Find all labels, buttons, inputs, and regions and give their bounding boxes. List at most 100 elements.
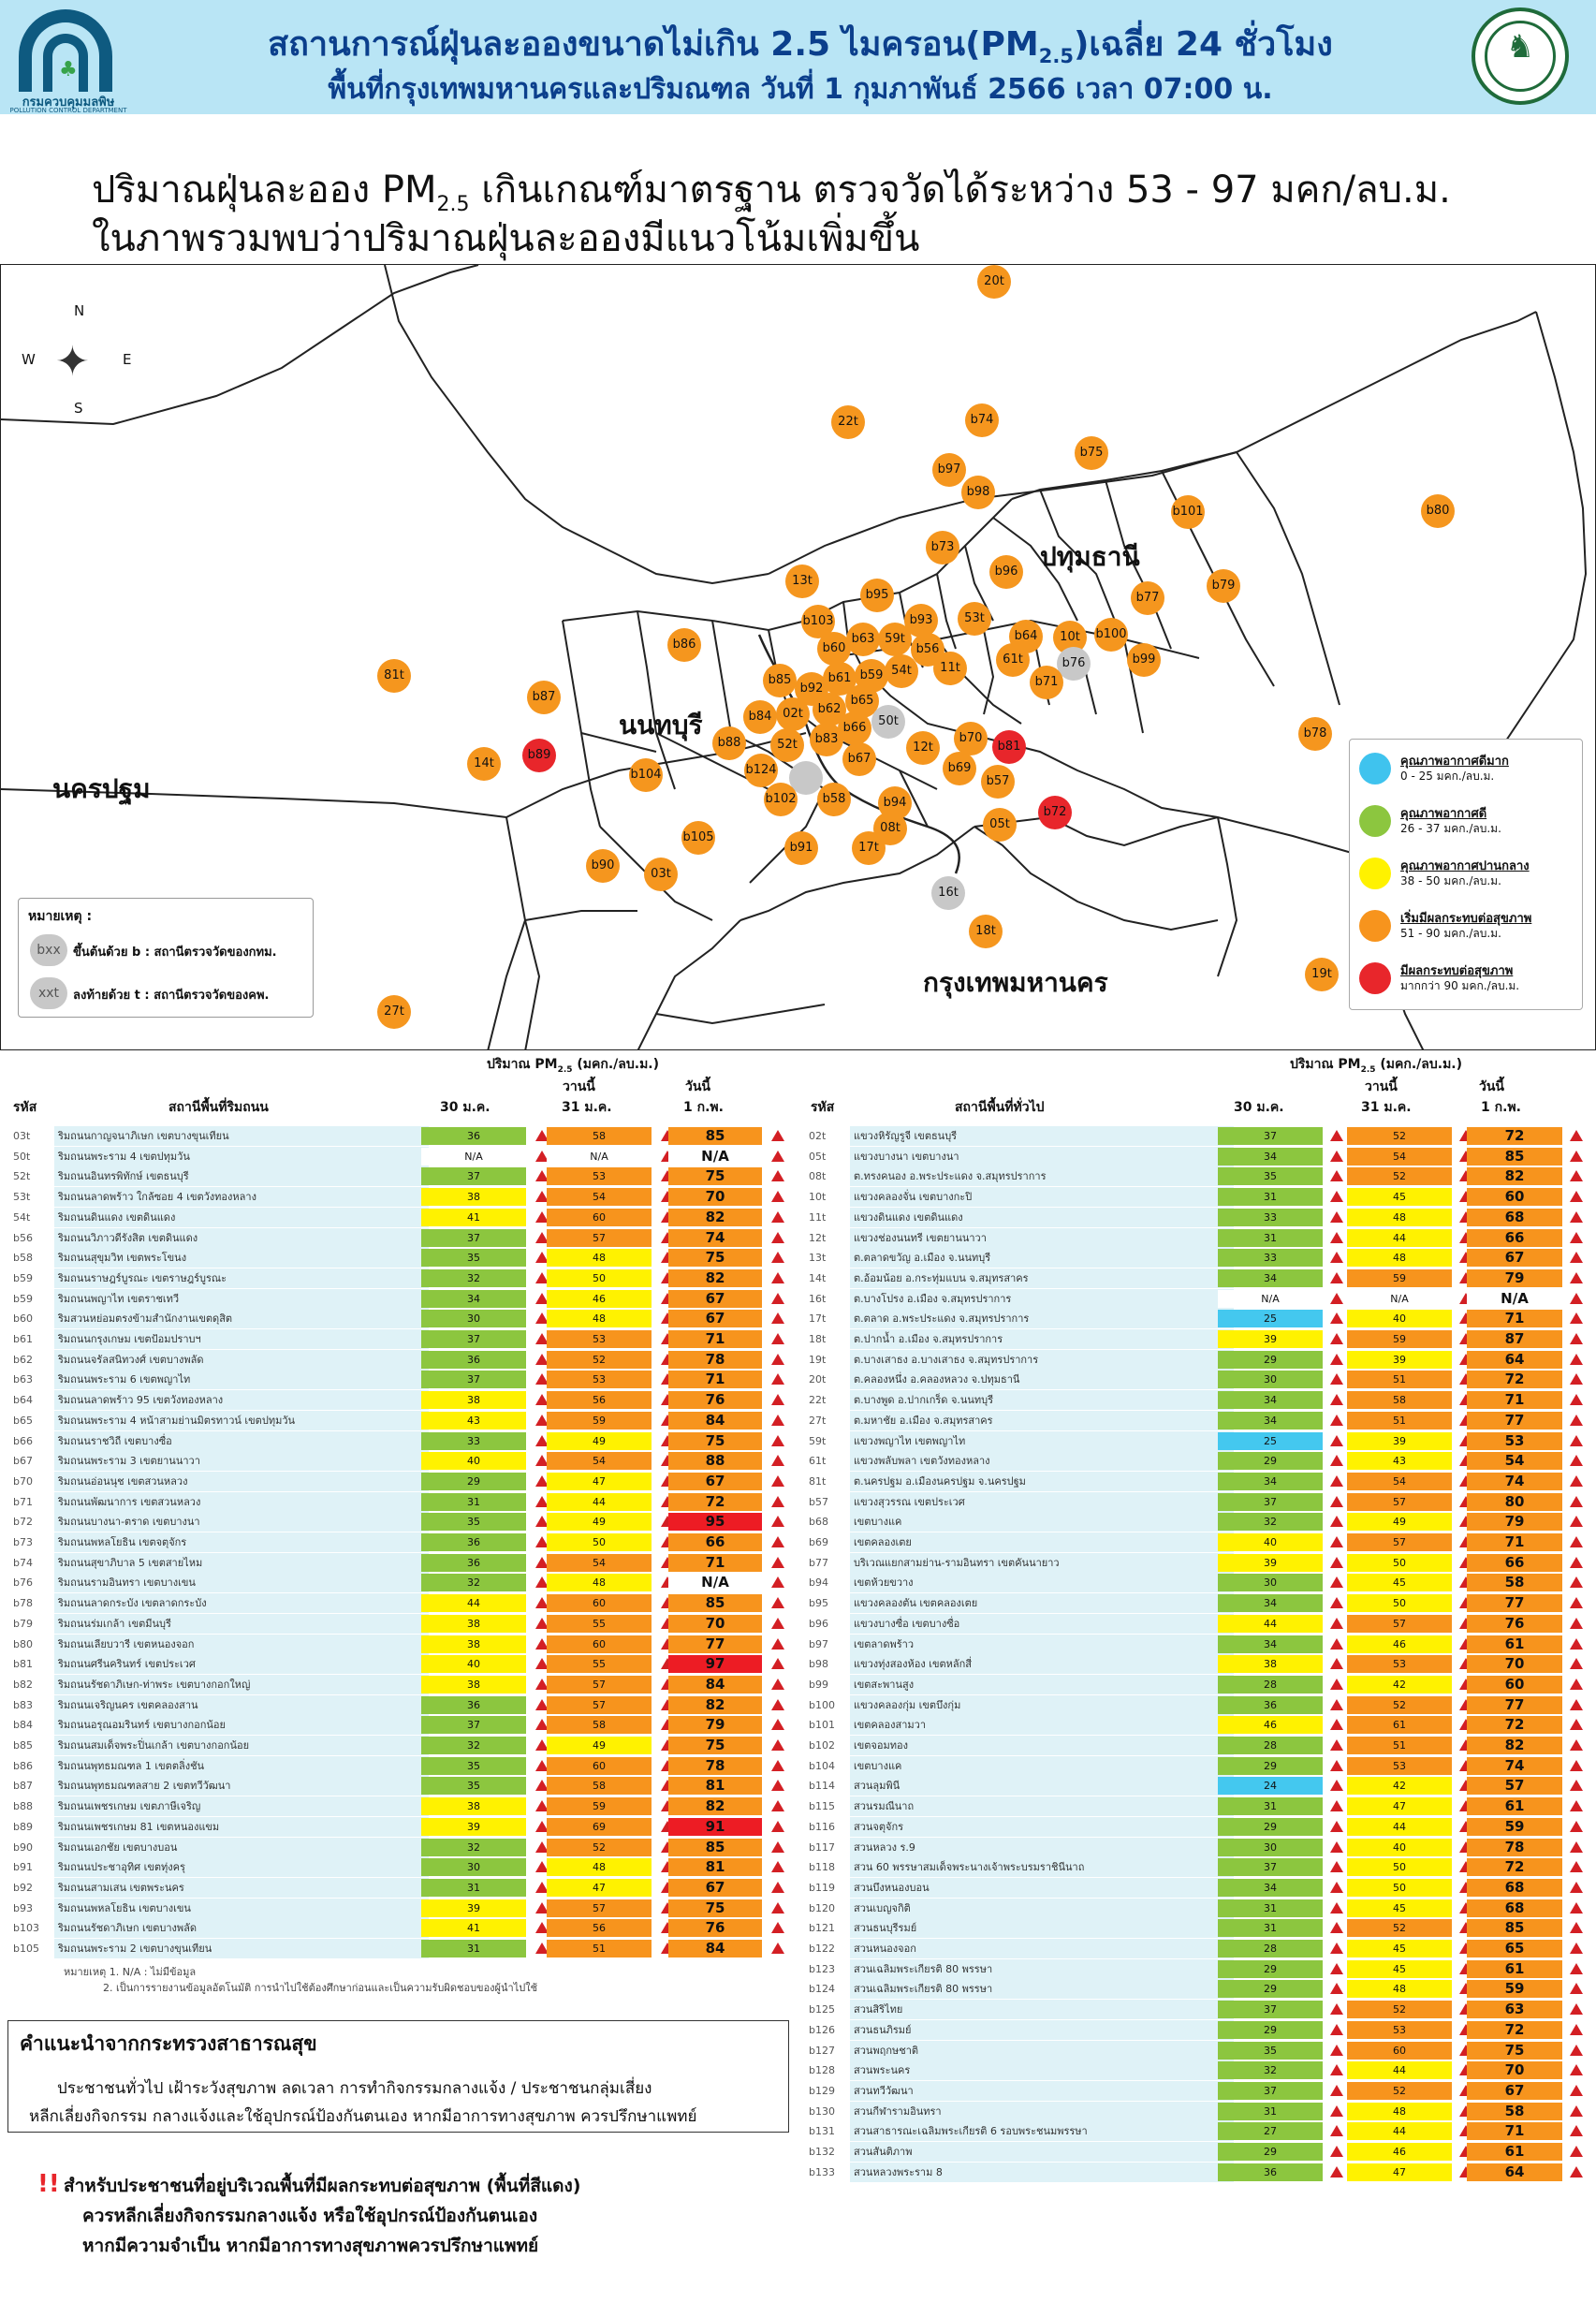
station-marker[interactable]: b77 [1131, 581, 1164, 615]
station-marker[interactable]: b71 [1030, 666, 1063, 699]
station-marker[interactable]: 02t [776, 697, 810, 731]
station-marker[interactable]: b57 [981, 765, 1015, 799]
station-marker[interactable]: 61t [996, 643, 1030, 677]
station-marker[interactable]: 54t [885, 654, 918, 688]
trend-up-icon [1570, 1272, 1583, 1283]
station-marker[interactable]: b105 [681, 821, 715, 855]
station-marker[interactable]: b58 [817, 783, 851, 816]
station-marker[interactable]: b100 [1094, 618, 1128, 652]
station-marker[interactable]: 03t [644, 858, 678, 891]
station-name: ริมถนนลาดพร้าว ใกล้ซอย 4 เขตวังทองหลาง [54, 1187, 429, 1207]
station-marker[interactable]: b98 [961, 476, 995, 509]
station-map: N S E W ✦ ปทุมธานี นนทบุรี นครปฐม กรุงเทพมห… [0, 264, 1596, 1050]
station-marker[interactable]: 12t [906, 731, 940, 765]
value-30-jan: 33 [421, 1432, 526, 1450]
station-code: b132 [809, 2142, 846, 2162]
value-1-feb: 68 [1467, 1209, 1562, 1226]
value-31-jan: 49 [547, 1432, 652, 1450]
station-marker[interactable]: b104 [629, 758, 663, 792]
value-1-feb: 74 [1467, 1757, 1562, 1775]
station-marker[interactable]: b72 [1038, 796, 1072, 829]
station-marker[interactable]: b87 [527, 681, 561, 714]
value-31-jan: 52 [1347, 1696, 1452, 1714]
station-marker[interactable]: b69 [943, 752, 976, 785]
station-marker[interactable]: b67 [842, 742, 876, 776]
station-marker[interactable]: 81t [377, 659, 411, 693]
table-row: b118 สวน 60 พรรษาสมเด็จพระนางเจ้าพระบรมรา… [809, 1857, 1586, 1877]
station-marker[interactable]: 52t [770, 728, 804, 762]
trend-up-icon [1330, 1211, 1343, 1223]
station-marker[interactable]: 27t [377, 995, 411, 1029]
station-marker[interactable]: 20t [977, 265, 1011, 299]
legend-item: เริ่มมีผลกระทบต่อสุขภาพ 51 - 90 มคก./ลบ.ม… [1359, 904, 1584, 957]
value-30-jan: 30 [421, 1310, 526, 1327]
station-marker[interactable]: 19t [1305, 958, 1339, 991]
legend-item: คุณภาพอากาศปานกลาง 38 - 50 มคก./ลบ.ม. [1359, 852, 1584, 904]
station-marker[interactable]: 11t [933, 652, 967, 685]
value-30-jan: 41 [421, 1209, 526, 1226]
value-30-jan: 37 [421, 1330, 526, 1348]
station-marker[interactable]: b102 [764, 783, 798, 816]
station-marker[interactable]: b75 [1075, 436, 1108, 470]
table-row: b97 เขตลาดพร้าว 34 46 61 [809, 1635, 1586, 1654]
table-row: b62 ริมถนนจรัลสนิทวงศ์ เขตบางพลัด 36 52 78 [13, 1350, 781, 1370]
station-marker[interactable]: b91 [784, 831, 818, 865]
station-marker[interactable]: 22t [831, 405, 865, 439]
station-marker[interactable]: b89 [522, 739, 556, 772]
station-marker[interactable]: b96 [989, 555, 1023, 589]
station-marker[interactable]: 05t [983, 808, 1017, 842]
station-marker[interactable]: b78 [1298, 717, 1332, 751]
station-marker[interactable]: b84 [743, 700, 777, 734]
trend-up-icon [771, 1354, 784, 1365]
trend-up-icon [771, 1496, 784, 1507]
station-marker[interactable]: b99 [1127, 643, 1161, 677]
station-name: ริมถนนกรุงเกษม เขตป้อมปราบฯ [54, 1329, 429, 1349]
station-marker[interactable]: b124 [744, 754, 778, 787]
trend-up-icon [771, 1536, 784, 1547]
station-marker[interactable]: 59t [878, 623, 912, 656]
station-marker[interactable]: b101 [1171, 495, 1205, 529]
station-marker[interactable]: b81 [992, 730, 1026, 764]
station-marker[interactable]: 17t [852, 831, 886, 865]
station-marker[interactable]: b70 [954, 722, 988, 755]
value-30-jan: 34 [1218, 1473, 1323, 1490]
trend-up-icon [1570, 1780, 1583, 1791]
trend-up-icon [771, 1475, 784, 1487]
station-marker[interactable]: b95 [860, 579, 894, 612]
value-31-jan: 57 [547, 1676, 652, 1694]
value-1-feb: 84 [668, 1676, 762, 1694]
station-marker[interactable]: b85 [763, 664, 797, 697]
station-code: b122 [809, 1939, 846, 1958]
station-marker[interactable]: 16t [931, 876, 965, 910]
station-marker[interactable]: b88 [712, 726, 746, 760]
station-marker[interactable]: 18t [969, 915, 1003, 948]
value-1-feb: 72 [1467, 2021, 1562, 2039]
station-name: แขวงบางซื่อ เขตบางซื่อ [850, 1614, 1234, 1634]
trend-up-icon [1330, 1841, 1343, 1853]
station-marker[interactable]: b90 [586, 849, 620, 883]
station-marker[interactable]: b73 [926, 531, 959, 565]
value-1-feb: 72 [1467, 1371, 1562, 1388]
station-marker[interactable]: 53t [958, 602, 991, 636]
station-marker[interactable]: b63 [846, 623, 880, 656]
station-marker[interactable]: 50t [871, 705, 905, 739]
station-marker[interactable]: b97 [932, 453, 966, 487]
trend-up-icon [1570, 1699, 1583, 1710]
station-marker[interactable]: b80 [1421, 494, 1455, 528]
station-marker[interactable]: b83 [810, 723, 843, 756]
station-code: b69 [809, 1532, 846, 1552]
station-code: b120 [809, 1899, 846, 1918]
value-30-jan: N/A [421, 1148, 526, 1166]
value-1-feb: 72 [1467, 1858, 1562, 1876]
station-marker[interactable]: 13t [785, 565, 819, 598]
station-marker[interactable]: 14t [467, 747, 501, 781]
station-marker[interactable]: b79 [1207, 569, 1240, 603]
station-marker[interactable]: b60 [817, 632, 851, 666]
station-name: สวนหลวง ร.9 [850, 1838, 1234, 1857]
station-marker[interactable]: b74 [965, 403, 999, 437]
station-name: เขตสะพานสูง [850, 1675, 1234, 1694]
value-30-jan: 34 [1218, 1879, 1323, 1897]
station-marker[interactable]: b86 [667, 628, 701, 662]
value-30-jan: 28 [1218, 1676, 1323, 1694]
trend-up-icon [1330, 1373, 1343, 1385]
